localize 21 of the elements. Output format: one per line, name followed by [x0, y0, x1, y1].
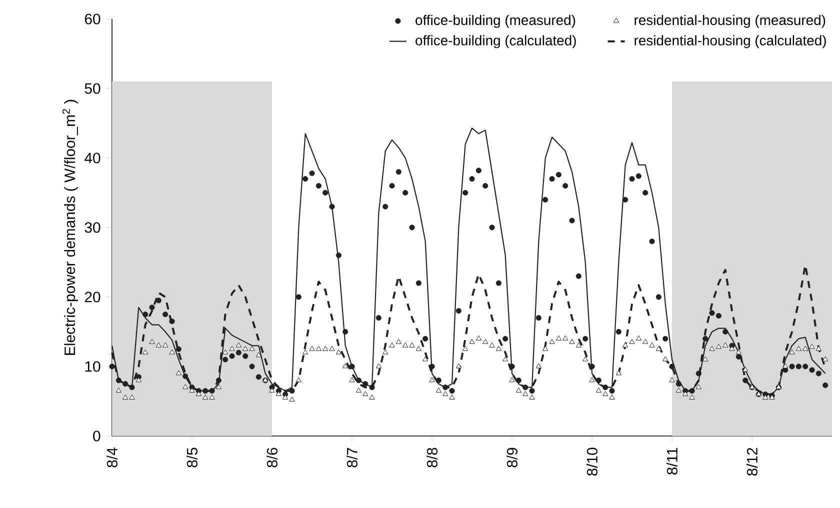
y-tick-label: 0 [93, 430, 100, 442]
y-tick-label: 20 [84, 292, 100, 302]
x-tick-label: 8/6 [266, 448, 278, 468]
legend-label: residential-housing (calculated) [634, 35, 826, 48]
y-tick-label: 60 [84, 14, 100, 24]
y-axis-title: Electric-power demands ( W/floor_m$^{2}$ ) [62, 100, 78, 355]
x-tick-label: 8/8 [426, 448, 438, 468]
x-tick-label: 8/10 [586, 448, 598, 476]
x-tick-label: 8/4 [106, 448, 118, 468]
x-tick-label: 8/12 [746, 448, 758, 476]
x-tick-label: 8/7 [346, 448, 358, 468]
x-tick-label: 8/11 [666, 448, 678, 474]
y-tick-label: 30 [84, 222, 100, 233]
legend-label: residential-housing (measured) [634, 14, 826, 28]
y-tick-label: 50 [84, 83, 100, 94]
x-tick-label: 8/9 [506, 448, 518, 468]
legend-label: office-building (calculated) [416, 35, 576, 48]
legend-label: office-building (measured) [416, 14, 576, 28]
y-tick-label: 40 [84, 152, 100, 164]
y-tick-label: 10 [85, 361, 100, 372]
x-tick-label: 8/5 [186, 448, 198, 468]
